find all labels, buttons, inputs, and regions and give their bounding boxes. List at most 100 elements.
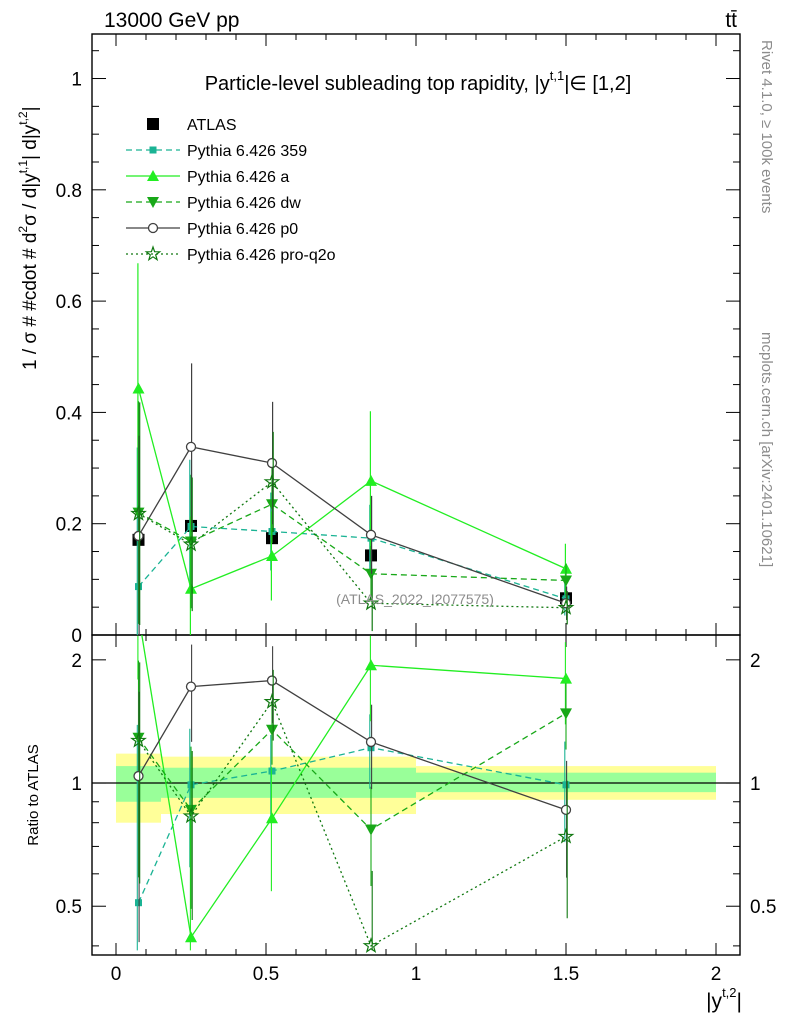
ratio-line: [137, 700, 567, 947]
ratio-point-shape: [268, 767, 276, 775]
data-point-shape: [362, 594, 380, 611]
ratio-point-shape: [365, 659, 377, 671]
ratio-point-shape: [133, 770, 144, 782]
main-series-group: [130, 263, 575, 635]
ratio-point: [266, 812, 278, 824]
data-point: [182, 535, 200, 552]
ratio-series-4: [130, 662, 575, 953]
ratio-point: [367, 744, 375, 752]
main-y-tick-label: 0.8: [56, 181, 82, 202]
legend-label: ATLAS: [187, 117, 237, 134]
data-point-shape: [132, 382, 145, 394]
ratio-point: [560, 672, 572, 684]
ratio-point-shape: [135, 899, 142, 907]
ratio-series-3: [133, 644, 572, 943]
legend-marker-shape: [149, 146, 157, 154]
ratio-y-tick-label-left: 2: [71, 651, 82, 672]
ratio-point: [130, 731, 147, 748]
ratio-point-shape: [132, 732, 145, 744]
legend-label: Pythia 6.426 359: [187, 143, 307, 160]
ratio-uncertainty-bands: [116, 753, 716, 823]
ratio-point: [365, 824, 377, 836]
ratio-point-shape: [557, 827, 575, 844]
x-label-tail: |: [737, 990, 742, 1013]
ratio-point: [135, 899, 142, 907]
ratio-point: [365, 736, 377, 748]
ratio-point: [185, 931, 197, 943]
data-point-shape: [266, 457, 278, 469]
data-point: [365, 568, 377, 580]
ratio-point-shape: [365, 736, 377, 748]
plot-title-superscript: t,1: [550, 68, 564, 83]
x-tick-label: 0: [111, 964, 122, 985]
data-point: [132, 382, 145, 394]
ratio-point-shape: [182, 807, 200, 824]
ratio-point-shape: [362, 937, 380, 953]
y-label-part-2: σ / d|y: [20, 173, 41, 226]
ratio-point-shape: [266, 724, 278, 736]
ratio-point-shape: [185, 931, 197, 943]
ratio-point: [560, 804, 572, 815]
data-point: [263, 473, 281, 490]
ratio-y-tick-label-right: 1: [750, 774, 761, 795]
main-y-axis-label: 1 / σ # #cdot # d2σ / d|yt,1| d|yt,2|: [16, 106, 41, 370]
legend-marker: [149, 146, 157, 154]
legend-marker: [147, 170, 159, 181]
ratio-point-shape: [560, 804, 572, 815]
legend-marker-shape: [144, 245, 162, 262]
ratio-point-shape: [266, 812, 278, 824]
main-y-tick-label: 0.2: [56, 515, 82, 536]
y-label-sup-5: t,2: [16, 111, 30, 125]
ratio-point: [562, 781, 570, 789]
data-point-shape: [133, 530, 144, 542]
legend-entry-0: ATLAS: [147, 117, 237, 134]
series-1: [135, 447, 570, 635]
axis-ticks: [92, 34, 740, 955]
data-point: [133, 530, 144, 542]
y-label-text: 1 / σ # #cdot # d: [20, 233, 41, 370]
y-label-sup-1: 2: [16, 226, 30, 233]
ratio-point-shape: [130, 731, 147, 748]
data-point-shape: [365, 529, 377, 540]
process-label: tt̄: [725, 9, 737, 32]
ratio-series-2: [132, 660, 572, 909]
data-point-shape: [185, 536, 197, 548]
ratio-point: [560, 708, 572, 720]
legend: ATLAS Pythia 6.426 359 Pythia 6.426 a Pythi…: [126, 117, 336, 264]
ratio-y-axis-label: Ratio to ATLAS: [25, 744, 42, 845]
ratio-point-shape: [560, 708, 572, 720]
main-y-tick-label: 1: [71, 70, 82, 91]
data-point-shape: [182, 535, 200, 552]
data-point: [130, 504, 147, 521]
ratio-point: [362, 937, 380, 953]
series-line: [137, 446, 567, 604]
ratio-point: [182, 807, 200, 824]
legend-label: Pythia 6.426 p0: [187, 221, 298, 238]
data-point-shape: [185, 441, 197, 453]
ratio-y-tick-label-right: 0.5: [750, 897, 776, 918]
legend-entry-1: Pythia 6.426 359: [126, 143, 307, 160]
rivet-version-label: Rivet 4.1.0, ≥ 100k events: [758, 40, 775, 213]
legend-marker-shape: [147, 170, 159, 181]
legend-entry-4: Pythia 6.426 p0: [126, 221, 298, 238]
data-point-shape: [557, 598, 575, 615]
plot-title: Particle-level subleading top rapidity, …: [205, 68, 632, 95]
ratio-point: [263, 692, 281, 709]
data-point-shape: [365, 474, 377, 486]
data-point: [560, 575, 572, 587]
legend-label: Pythia 6.426 dw: [187, 195, 301, 212]
series-line: [138, 525, 567, 600]
legend-entry-2: Pythia 6.426 a: [126, 169, 289, 186]
ratio-series-group: [130, 635, 575, 953]
legend-entry-3: Pythia 6.426 dw: [126, 195, 301, 212]
legend-marker: [144, 245, 162, 262]
data-point-shape: [263, 473, 281, 490]
data-point-shape: [365, 568, 377, 580]
legend-marker: [147, 197, 159, 208]
x-tick-label: 0.5: [253, 964, 279, 985]
series-5: [130, 402, 575, 632]
ratio-point-shape: [367, 744, 375, 752]
series-line: [137, 388, 567, 590]
ratio-y-tick-label-left: 1: [71, 774, 82, 795]
